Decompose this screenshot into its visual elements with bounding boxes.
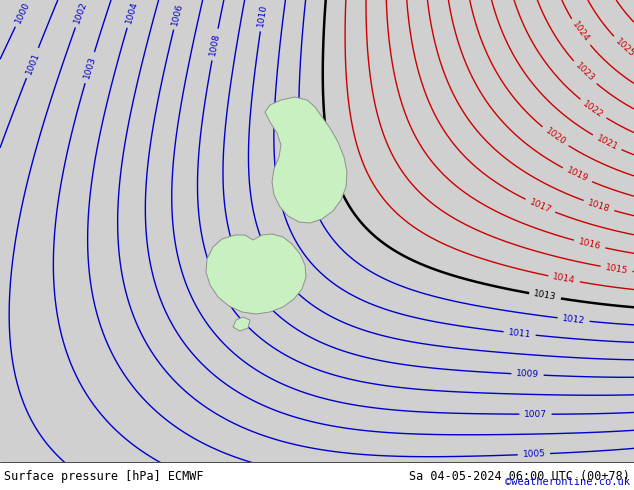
Text: ©weatheronline.co.uk: ©weatheronline.co.uk <box>505 477 630 487</box>
Text: 1012: 1012 <box>562 314 585 325</box>
Text: 1025: 1025 <box>614 37 634 59</box>
Bar <box>0 462 634 490</box>
Text: 1024: 1024 <box>570 21 591 44</box>
Text: 1016: 1016 <box>578 237 602 251</box>
Text: 1021: 1021 <box>595 133 619 152</box>
Text: 1000: 1000 <box>13 0 31 24</box>
Polygon shape <box>206 234 306 314</box>
Text: 1002: 1002 <box>73 0 89 24</box>
Text: 1017: 1017 <box>528 197 553 215</box>
Text: 1014: 1014 <box>552 272 576 286</box>
Text: 1010: 1010 <box>257 3 269 27</box>
Text: 1003: 1003 <box>82 55 98 80</box>
Text: Sa 04-05-2024 06:00 UTC (00+78): Sa 04-05-2024 06:00 UTC (00+78) <box>409 469 630 483</box>
Text: 1005: 1005 <box>522 449 546 459</box>
Text: 1015: 1015 <box>604 263 628 275</box>
Polygon shape <box>233 317 250 331</box>
Text: 1022: 1022 <box>581 99 605 119</box>
Text: 1007: 1007 <box>524 410 547 418</box>
Text: 1011: 1011 <box>508 328 531 339</box>
Polygon shape <box>265 97 347 223</box>
Text: 1018: 1018 <box>586 198 611 214</box>
Text: 1004: 1004 <box>124 0 139 24</box>
Text: 1006: 1006 <box>171 1 184 26</box>
Text: 1009: 1009 <box>516 369 540 379</box>
Text: 1013: 1013 <box>533 290 557 302</box>
Text: 1001: 1001 <box>24 50 41 75</box>
Text: Surface pressure [hPa] ECMWF: Surface pressure [hPa] ECMWF <box>4 469 204 483</box>
Text: 1023: 1023 <box>573 61 596 84</box>
Text: 1019: 1019 <box>565 166 590 184</box>
Text: 1003: 1003 <box>597 483 621 490</box>
Text: 1008: 1008 <box>209 32 221 57</box>
Text: 1020: 1020 <box>543 126 567 147</box>
